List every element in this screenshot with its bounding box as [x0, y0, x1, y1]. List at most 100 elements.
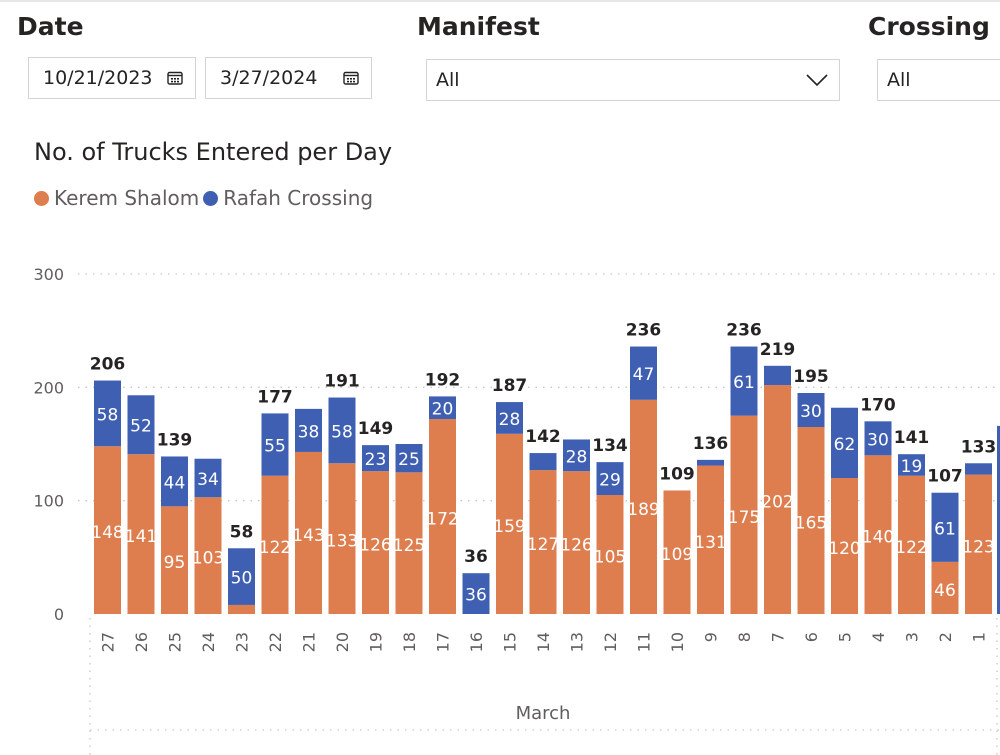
data-label-total: 170	[860, 395, 896, 415]
x-tick-label: 23	[233, 632, 252, 652]
bar-rafah-crossing	[697, 459, 724, 466]
data-label-total: 107	[927, 467, 963, 487]
bar-kerem-shalom	[764, 385, 791, 614]
legend-label-kerem-shalom: Kerem Shalom	[54, 186, 200, 210]
bar-kerem-shalom	[328, 463, 356, 614]
data-label-rafah-crossing: 38	[298, 422, 320, 442]
manifest-slicer-title: Manifest	[417, 12, 540, 41]
data-label-kerem-shalom: 175	[728, 508, 760, 528]
bar-rafah-crossing	[596, 462, 624, 495]
data-label-total: 109	[659, 464, 695, 484]
chevron-down-icon[interactable]	[805, 73, 829, 87]
x-tick-label: 7	[769, 632, 788, 642]
end-date-input[interactable]: 3/27/2024	[205, 57, 372, 99]
bar-kerem-shalom	[362, 471, 389, 614]
legend-item-rafah-crossing[interactable]: Rafah Crossing	[203, 186, 373, 210]
data-label-kerem-shalom: 143	[292, 526, 324, 546]
bar-kerem-shalom	[295, 451, 322, 614]
bar-rafah-crossing	[94, 380, 121, 447]
start-date-input[interactable]: 10/21/2023	[28, 57, 196, 99]
x-tick-label: 5	[836, 632, 855, 642]
data-label-total: 236	[726, 321, 762, 341]
x-tick-label: 9	[702, 632, 721, 642]
data-label-kerem-shalom: 131	[694, 533, 726, 553]
data-label-rafah-crossing: 58	[97, 405, 119, 425]
legend-item-kerem-shalom[interactable]: Kerem Shalom	[34, 186, 199, 210]
data-label-kerem-shalom: 126	[560, 536, 592, 556]
bar-kerem-shalom	[127, 454, 155, 614]
data-label-rafah-crossing: 36	[465, 586, 487, 606]
y-tick-label: 0	[54, 605, 64, 624]
bar-kerem-shalom	[931, 561, 959, 614]
data-label-kerem-shalom: 189	[627, 500, 659, 520]
top-divider	[0, 0, 1000, 2]
x-group-label: March	[516, 703, 571, 724]
bar-kerem-shalom	[864, 455, 892, 614]
data-label-kerem-shalom: 125	[393, 536, 425, 556]
x-tick-label: 16	[467, 632, 486, 652]
data-label-rafah-crossing: 34	[197, 470, 219, 490]
data-label-rafah-crossing: 52	[130, 417, 152, 437]
data-label-total: 136	[693, 434, 729, 454]
x-tick-label: 19	[367, 632, 386, 652]
bar-rafah-crossing	[563, 439, 590, 472]
data-label-total: 192	[425, 370, 461, 390]
chart-legend: Kerem Shalom Rafah Crossing	[34, 186, 377, 210]
x-tick-label: 2	[936, 632, 955, 642]
data-label-kerem-shalom: 172	[426, 510, 458, 530]
data-label-total: 149	[358, 419, 394, 439]
data-label-total: 191	[324, 372, 360, 392]
bar-rafah-crossing	[127, 395, 155, 455]
data-label-total: 187	[492, 376, 528, 396]
end-date-value: 3/27/2024	[220, 67, 318, 89]
x-tick-label: 21	[300, 632, 319, 652]
calendar-icon[interactable]	[343, 71, 359, 85]
bar-kerem-shalom	[261, 475, 289, 614]
bar-kerem-shalom	[630, 399, 657, 614]
bar-rafah-crossing	[395, 444, 423, 473]
x-tick-label: 14	[534, 632, 553, 652]
data-label-kerem-shalom: 122	[259, 538, 291, 558]
legend-swatch-kerem-shalom	[34, 190, 49, 206]
x-tick-label: 27	[99, 632, 118, 652]
x-tick-label: 15	[501, 632, 520, 652]
x-tick-label: 20	[333, 632, 352, 652]
bar-rafah-crossing	[764, 365, 791, 386]
data-label-kerem-shalom: 159	[493, 517, 525, 537]
data-label-kerem-shalom: 133	[326, 532, 358, 552]
bar-kerem-shalom	[831, 478, 858, 614]
bar-rafah-crossing	[630, 346, 657, 400]
data-label-rafah-crossing: 44	[164, 473, 186, 493]
data-label-rafah-crossing: 30	[800, 402, 822, 422]
data-label-total: 195	[793, 367, 829, 387]
data-label-kerem-shalom: 127	[527, 535, 559, 555]
data-label-kerem-shalom: 95	[164, 553, 186, 573]
y-tick-label: 300	[33, 265, 64, 284]
data-label-rafah-crossing: 20	[432, 400, 454, 420]
crossing-point-dropdown[interactable]: All	[877, 59, 1000, 101]
legend-label-rafah-crossing: Rafah Crossing	[223, 186, 374, 210]
data-label-total: 236	[626, 321, 662, 341]
start-date-value: 10/21/2023	[43, 67, 153, 89]
data-label-total: 133	[961, 437, 997, 457]
bar-rafah-crossing	[429, 396, 456, 420]
data-label-rafah-crossing: 23	[365, 450, 387, 470]
x-tick-label: 4	[869, 632, 888, 642]
data-label-kerem-shalom: 202	[761, 493, 793, 513]
calendar-icon[interactable]	[167, 71, 183, 85]
manifest-dropdown[interactable]: All	[426, 59, 840, 101]
x-tick-label: 1	[970, 632, 989, 642]
data-label-kerem-shalom: 123	[962, 537, 994, 557]
bar-rafah-crossing	[730, 346, 758, 416]
bar-kerem-shalom	[161, 506, 188, 614]
bar-kerem-shalom	[563, 471, 590, 614]
x-tick-label: 13	[568, 632, 587, 652]
bar-rafah-crossing	[529, 453, 557, 471]
bar-kerem-shalom	[94, 446, 121, 614]
data-label-rafah-crossing: 55	[264, 437, 286, 457]
x-tick-label: 18	[400, 632, 419, 652]
data-label-rafah-crossing: 61	[934, 519, 956, 539]
x-tick-label: 3	[903, 632, 922, 642]
data-label-rafah-crossing: 25	[398, 450, 420, 470]
